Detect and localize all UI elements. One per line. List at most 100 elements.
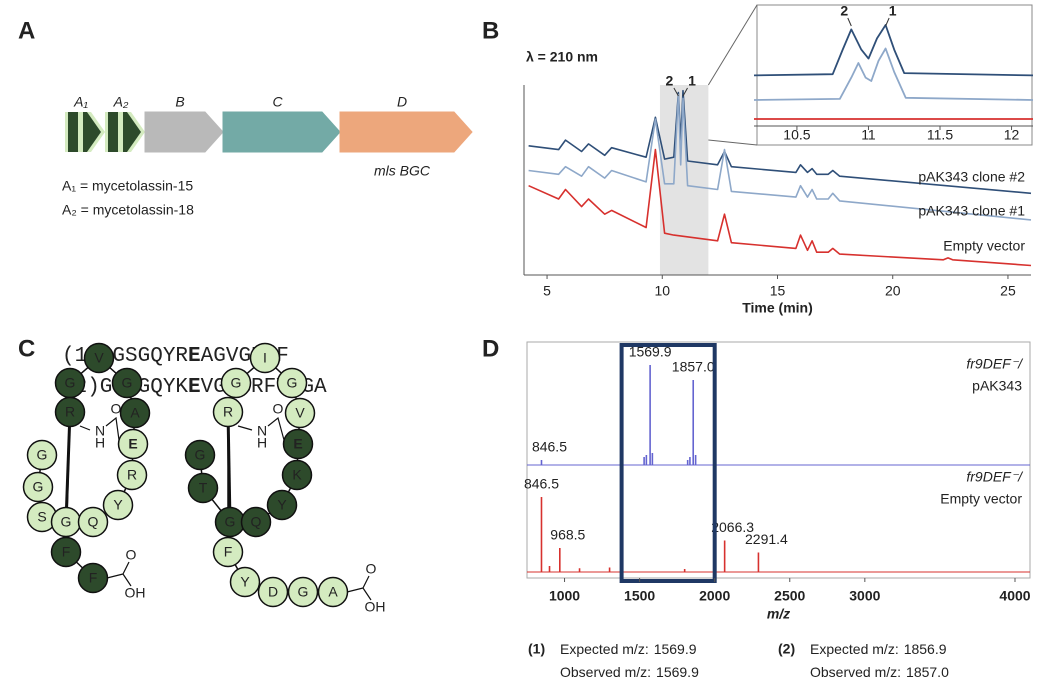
sequence-bold: E [188,376,201,399]
result-line: Observed m/z: 1857.0 [810,664,949,680]
x-tick-label: 11 [861,127,876,143]
cluster-name: mls BGC [374,163,431,179]
residue-label: E [293,436,302,452]
residue-label: G [65,375,76,391]
series-label: pAK343 [972,378,1022,394]
residue-label: A [130,405,140,421]
highlight-box [619,343,717,583]
gene-arrow [144,111,224,153]
peak-label-leader [673,87,679,97]
gene-label: B [175,94,184,110]
result-line: Expected m/z: 1856.9 [810,641,947,657]
x-tick-label: 20 [885,283,901,299]
residue-label: V [94,350,104,366]
residue-label: S [37,509,46,525]
residue [26,439,58,471]
residue-label: Y [113,497,123,513]
peak-label: 2 [666,73,674,89]
result-label: Expected m/z: [560,641,649,657]
atom-label: O [366,561,377,577]
x-tick-label: 10.5 [783,127,810,143]
residue-label: F [224,544,233,560]
residue [287,576,319,608]
atom-label: OH [125,585,146,601]
residue-label: G [122,375,133,391]
residue [116,459,148,491]
result-line: Observed m/z: 1569.9 [560,664,699,680]
residue-label: G [61,514,72,530]
result-value: 1856.9 [904,641,947,657]
result-label: Observed m/z: [560,664,651,680]
series-label: Empty vector [940,491,1022,507]
atom-label: O [273,401,284,417]
peak-label: 846.5 [532,439,567,455]
panel-label: C [18,335,35,362]
trace [753,24,1034,77]
acid-bond [106,561,132,587]
gene-stripe [68,112,78,152]
peak-label: 2066.3 [711,519,754,535]
residue [187,472,219,504]
trace [528,148,1032,267]
residue-label: G [287,375,298,391]
annotation: λ = 210 nm [526,49,598,65]
residue-label: Q [251,514,262,530]
residue-label: V [295,405,305,421]
residue [117,428,149,460]
residue-label: A [328,584,338,600]
residue [266,489,298,521]
x-tick-label: 2500 [774,588,805,604]
residue-label: F [62,544,71,560]
result-id: (2) [778,641,795,657]
gene-stripe [83,112,101,152]
residue-label: G [225,514,236,530]
legend-label: pAK343 clone #2 [918,169,1025,185]
x-tick-label: 11.5 [927,127,953,143]
result-value: 1569.9 [654,641,697,657]
residue-label: I [263,350,267,366]
acid-bond [346,575,372,601]
panel-label: A [18,17,35,44]
series-label: fr9DEF⁻/ [966,356,1024,372]
residue [212,396,244,428]
atom-label: H [95,435,105,451]
residue [229,566,261,598]
residue-label: G [231,375,242,391]
residue [276,367,308,399]
gene-stripe [123,112,141,152]
atom-label: H [257,435,267,451]
peak-label: 1857.0 [672,359,715,375]
residue-label: G [33,479,44,495]
residue [50,536,82,568]
gene-arrow [339,111,473,153]
residue-label: K [292,467,302,483]
x-tick-label: 12 [1004,127,1020,143]
gene-label: D [397,94,407,110]
result-id: (1) [528,641,545,657]
atom-label: N [257,423,267,439]
trace [528,93,1032,221]
residue [257,576,289,608]
residue-label: D [268,584,278,600]
residue-label: G [298,584,309,600]
panel-label: D [482,335,499,362]
x-tick-label: 25 [1000,283,1016,299]
residue [77,506,109,538]
x-tick-label: 5 [543,283,551,299]
gene-label: C [272,94,283,110]
x-axis-title: Time (min) [742,300,813,316]
residue [83,342,115,374]
gene-legend: A₂ = mycetolassin-18 [62,202,194,218]
series-label: fr9DEF⁻/ [966,469,1024,485]
sequence-part: (1)GGSGQYR [62,345,188,368]
sequence-part: VGIGRFYDGA [201,376,327,399]
atom-label: N [95,423,105,439]
atom-label: O [126,547,137,563]
gene-label: A₁ [73,94,88,110]
zoom-connector [708,139,758,146]
residue [111,367,143,399]
amide-bond [237,416,285,441]
